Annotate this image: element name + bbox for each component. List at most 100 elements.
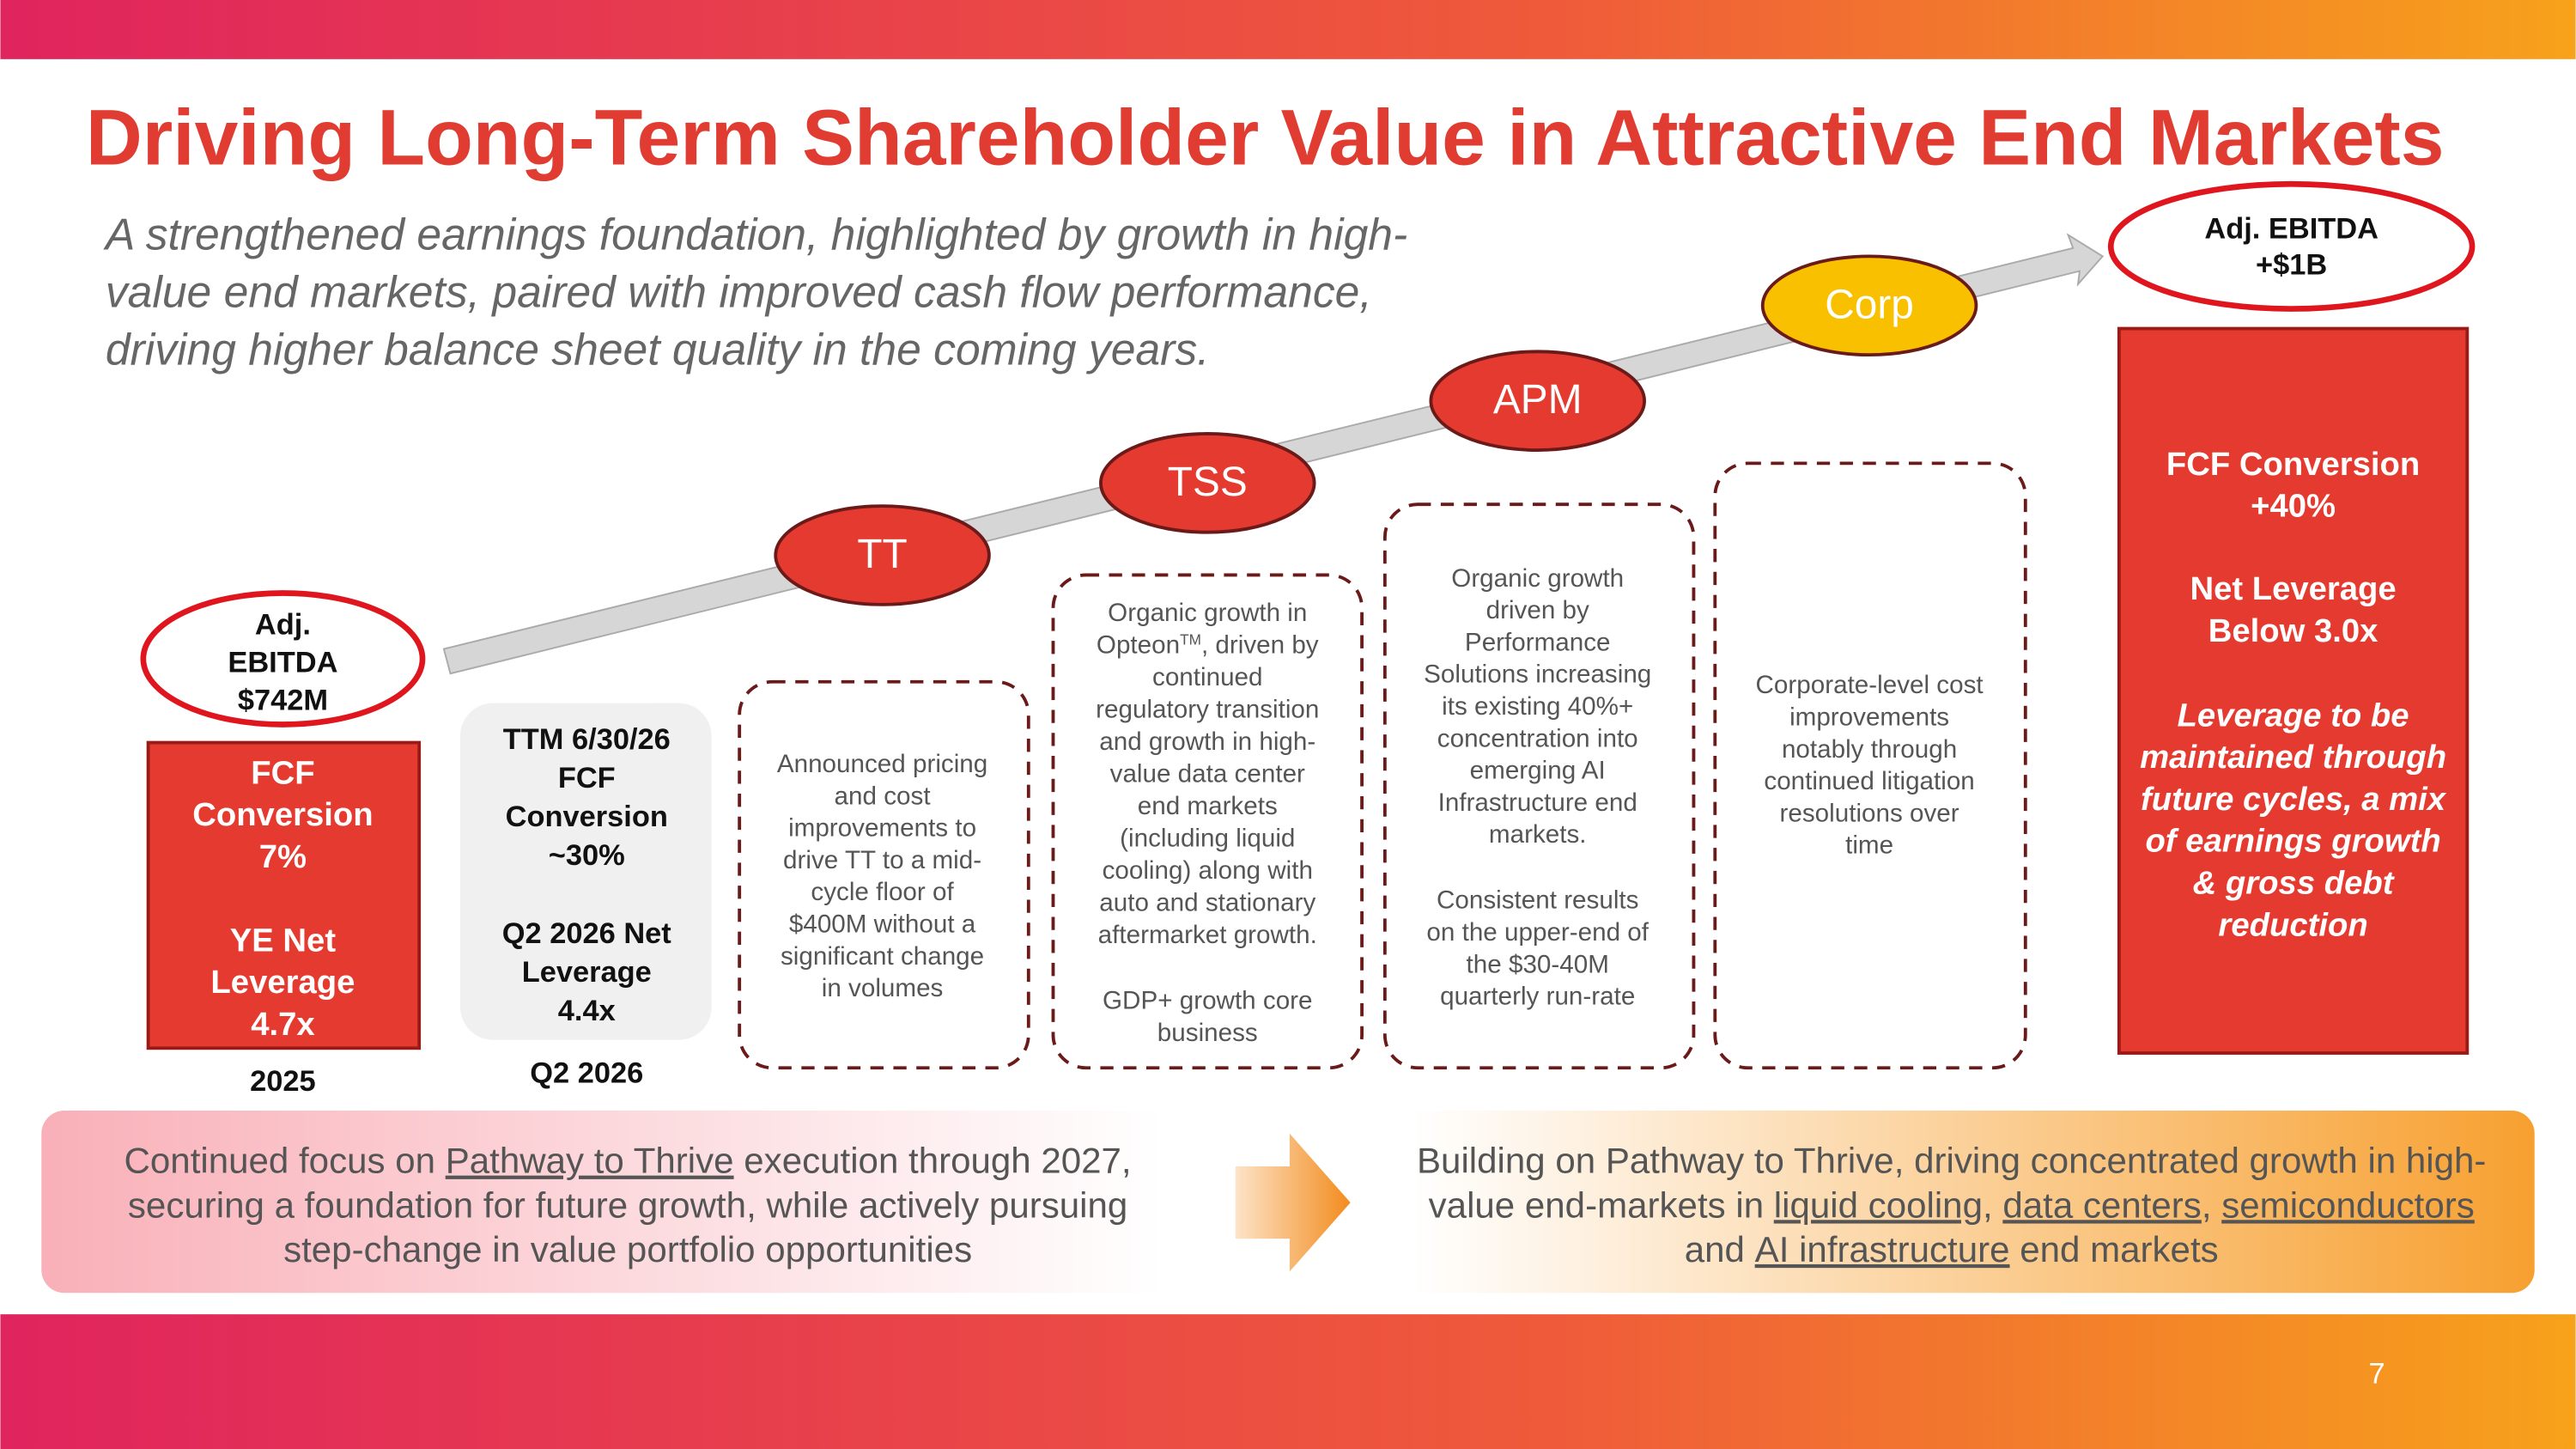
superscript: TM [1180, 630, 1201, 648]
underlined-text: AI infrastructure [1755, 1229, 2010, 1269]
segment-oval [1760, 254, 1978, 357]
text-line: Below 3.0x [2208, 612, 2379, 649]
text-line: GDP+ growth core [1103, 986, 1313, 1014]
text-line: end markets [1138, 792, 1278, 820]
text-line: Consistent results [1437, 886, 1638, 915]
segment-oval [774, 504, 991, 606]
text-line: Building on Pathway to Thrive, driving c… [1417, 1141, 2486, 1181]
text-line: value end-markets in liquid cooling, dat… [1429, 1184, 2475, 1225]
text-line: auto and stationary [1099, 888, 1315, 916]
text-line: regulatory transition [1096, 695, 1319, 723]
text-line: notably through [1782, 735, 1957, 764]
text-line: the $30-40M [1467, 950, 1609, 978]
target-note: Leverage to be maintained through future c… [2140, 697, 2447, 943]
text-line: EBITDA [228, 646, 337, 679]
text-line: improvements [1789, 703, 1949, 731]
text-line: +40% [2251, 488, 2336, 525]
segment-box [738, 679, 1030, 1070]
ebitda-text: Adj. EBITDA $742M [228, 608, 337, 716]
text-line: maintained through [2140, 739, 2446, 776]
text-line: business [1157, 1019, 1258, 1047]
text-segment: end markets [2010, 1229, 2219, 1269]
text-line: on the upper-end of [1426, 918, 1649, 947]
underlined-text: data centers [2002, 1184, 2202, 1225]
start-label: 2025 [250, 1065, 316, 1098]
text-line: & gross debt [2193, 865, 2396, 902]
text-line: markets. [1489, 820, 1587, 849]
current-box [460, 703, 712, 1040]
text-line: cycle floor of [811, 878, 954, 906]
segment-box [1382, 502, 1696, 1070]
text-line: Q2 2026 Net [502, 917, 672, 950]
banner-right: Building on Pathway to Thrive, driving c… [1417, 1141, 2486, 1269]
page-number: 7 [2369, 1357, 2385, 1390]
segment-text: Consistent results on the upper-end of the… [1426, 886, 1649, 1011]
text-line: ~30% [549, 839, 625, 872]
text-line: Continued focus on Pathway to Thrive exe… [125, 1141, 1132, 1181]
text-line: emerging AI [1470, 757, 1606, 785]
segment-name: Corp [1825, 282, 1914, 327]
text-line: driving higher balance sheet quality in … [106, 325, 1210, 374]
target-fcf: FCF Conversion +40% [2166, 446, 2420, 525]
text-segment: Opteon [1097, 630, 1180, 659]
target-ebitda: Adj. EBITDA +$1B [2204, 212, 2379, 281]
text-line: driven by [1486, 596, 1589, 624]
text-line: significant change [781, 942, 984, 971]
text-line: 7% [259, 838, 307, 875]
text-line: step-change in value portfolio opportuni… [283, 1229, 972, 1269]
segment-text: Announced pricing and cost improvements to… [777, 750, 987, 1002]
text-line: Organic growth [1451, 564, 1624, 593]
text-line: Solutions increasing [1424, 661, 1651, 689]
target-oval [2107, 180, 2476, 312]
text-line: cooling) along with [1103, 856, 1313, 885]
text-line: in volumes [822, 974, 944, 1002]
text-line: reduction [2218, 906, 2367, 943]
text-line: Leverage to be [2178, 697, 2409, 734]
text-segment: and [1685, 1229, 1755, 1269]
text-line: time [1845, 831, 1893, 860]
text-line: $742M [238, 684, 328, 716]
text-line: Net Leverage [2190, 570, 2396, 607]
segment-box [1713, 461, 2027, 1070]
top-bar [0, 0, 2576, 59]
text-line: securing a foundation for future growth,… [128, 1184, 1127, 1225]
text-line: improvements to [788, 814, 976, 843]
target-box [2117, 326, 2470, 1055]
current-label: Q2 2026 [530, 1056, 643, 1089]
text-segment: value end-markets in [1429, 1184, 1774, 1225]
segment-box [1051, 573, 1364, 1070]
text-line: TTM 6/30/26 [503, 723, 671, 756]
text-line: Adj. [255, 608, 311, 641]
text-line: continued [1152, 663, 1262, 691]
title: Driving Long-Term Shareholder Value in A… [86, 94, 2445, 181]
segment-text: Organic growth in OpteonTM, driven by cont… [1096, 599, 1319, 949]
banner-left: Continued focus on Pathway to Thrive exe… [125, 1141, 1132, 1269]
text-line: quarterly run-rate [1440, 983, 1635, 1011]
text-line: YE Net [230, 922, 337, 959]
text-line: FCF [251, 754, 314, 791]
text-line: of earnings growth [2145, 823, 2440, 860]
banner-arrow [1235, 1133, 1351, 1272]
text-segment: Continued focus on [125, 1141, 446, 1181]
segment-oval [1429, 350, 1646, 452]
text-line: Performance [1465, 628, 1611, 656]
text-line: OpteonTM, driven by [1097, 630, 1319, 659]
text-line: (including liquid [1120, 824, 1295, 852]
segment-name: TT [857, 532, 907, 577]
text-segment: , [2202, 1184, 2221, 1225]
text-line: Leverage [522, 956, 652, 989]
start-box [146, 740, 422, 1050]
text-line: concentration into [1437, 724, 1638, 752]
text-line: and growth in high- [1099, 728, 1315, 756]
text-line: its existing 40%+ [1442, 692, 1633, 721]
segment-name: TSS [1168, 460, 1248, 505]
text-line: FCF Conversion [2166, 446, 2420, 483]
text-line: Infrastructure end [1438, 788, 1637, 817]
ebitda-oval [140, 590, 426, 728]
text-line: +$1B [2256, 248, 2327, 281]
text-line: value end markets, paired with improved … [106, 267, 1372, 317]
text-segment: , driven by [1201, 630, 1319, 659]
current-leverage: Q2 2026 Net Leverage 4.4x [502, 917, 672, 1027]
target-leverage: Net Leverage Below 3.0x [2190, 570, 2396, 649]
text-line: and AI infrastructure end markets [1685, 1229, 2219, 1269]
